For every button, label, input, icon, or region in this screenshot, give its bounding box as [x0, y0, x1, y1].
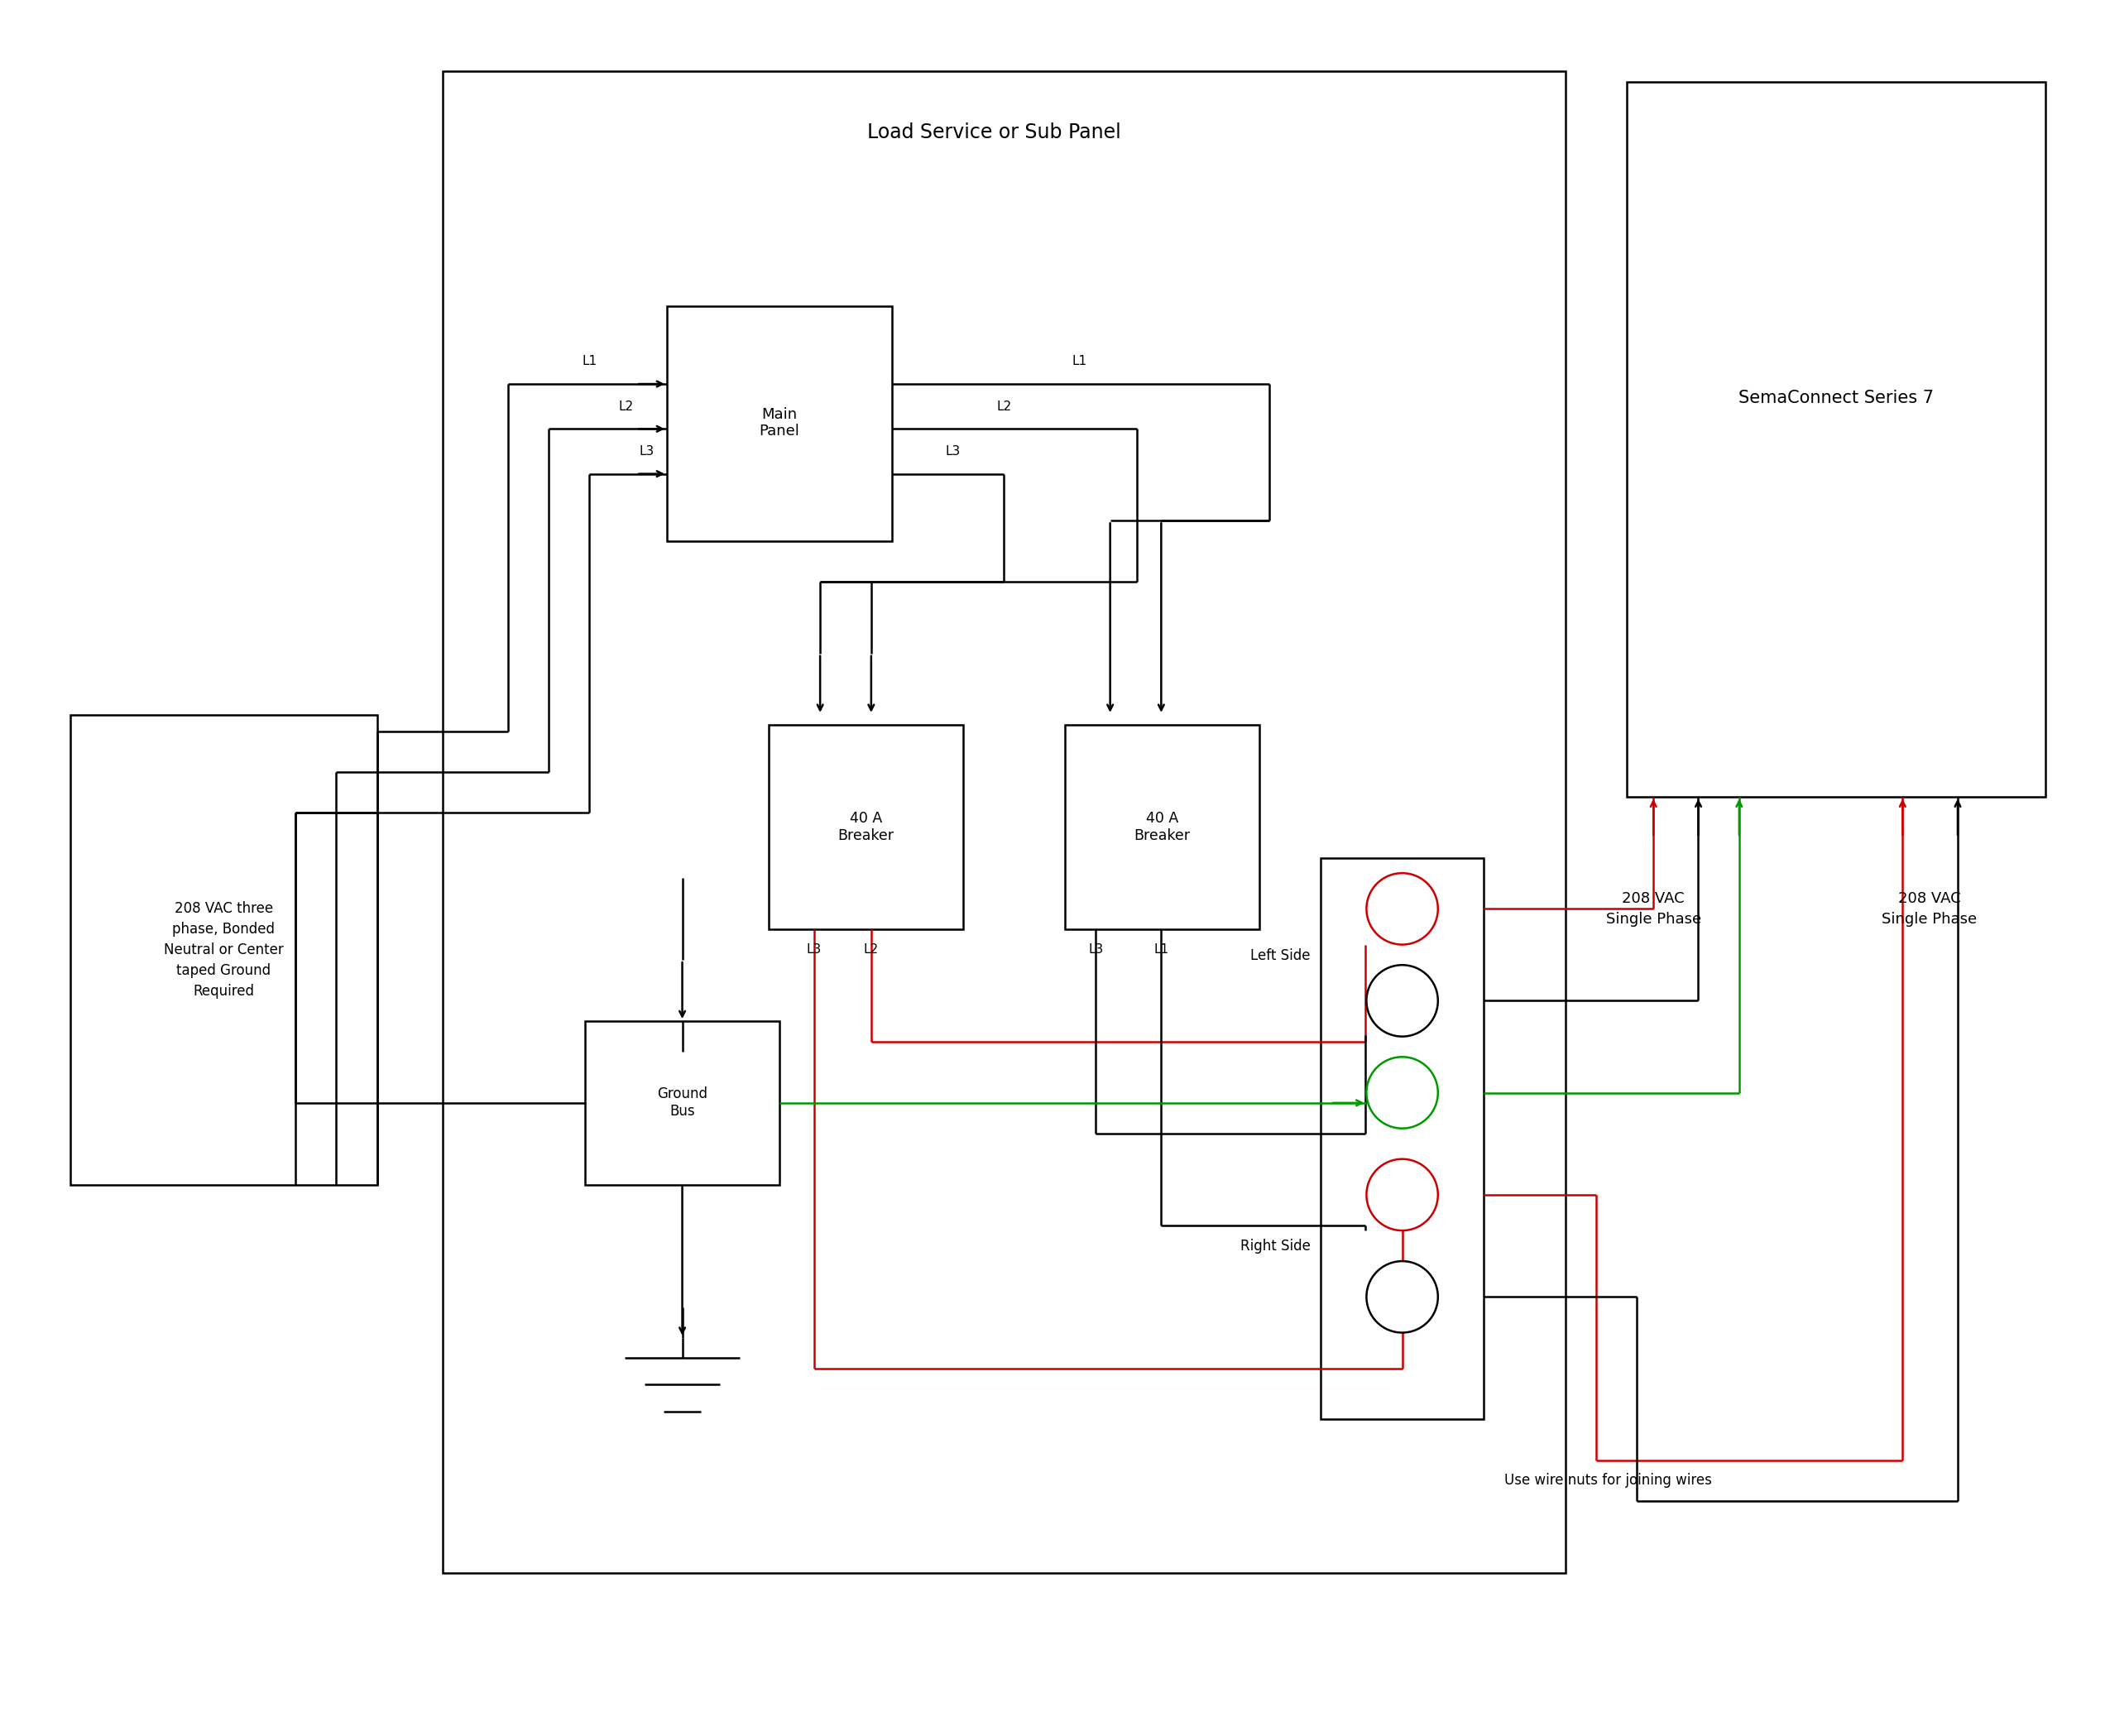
Text: L3: L3 — [639, 444, 654, 458]
Circle shape — [1367, 1160, 1437, 1231]
Text: L1: L1 — [1154, 944, 1169, 957]
Bar — [1627, 82, 2045, 797]
Text: 40 A
Breaker: 40 A Breaker — [838, 811, 895, 844]
Bar — [1321, 858, 1483, 1420]
Text: Use wire nuts for joining wires: Use wire nuts for joining wires — [1504, 1474, 1711, 1488]
Text: L3: L3 — [806, 944, 821, 957]
Circle shape — [1367, 873, 1437, 944]
Text: L2: L2 — [996, 399, 1011, 413]
Bar — [584, 1021, 779, 1184]
Text: L2: L2 — [863, 944, 878, 957]
Bar — [768, 726, 962, 929]
Text: L3: L3 — [945, 444, 960, 458]
Bar — [443, 71, 1566, 1573]
Text: SemaConnect Series 7: SemaConnect Series 7 — [1739, 391, 1935, 406]
Text: 208 VAC
Single Phase: 208 VAC Single Phase — [1606, 891, 1701, 927]
Text: L1: L1 — [1072, 356, 1087, 368]
Circle shape — [1367, 1260, 1437, 1333]
Text: 208 VAC
Single Phase: 208 VAC Single Phase — [1882, 891, 1977, 927]
Text: Right Side: Right Side — [1241, 1238, 1310, 1253]
Text: 40 A
Breaker: 40 A Breaker — [1133, 811, 1190, 844]
Text: Ground
Bus: Ground Bus — [656, 1087, 707, 1120]
Circle shape — [1367, 965, 1437, 1036]
Circle shape — [1367, 1057, 1437, 1128]
Bar — [70, 715, 378, 1184]
Text: Main
Panel: Main Panel — [760, 406, 800, 439]
Bar — [667, 306, 893, 542]
Text: Left Side: Left Side — [1251, 948, 1310, 963]
Text: 208 VAC three
phase, Bonded
Neutral or Center
taped Ground
Required: 208 VAC three phase, Bonded Neutral or C… — [165, 901, 283, 998]
Bar — [1066, 726, 1260, 929]
Text: Load Service or Sub Panel: Load Service or Sub Panel — [867, 123, 1120, 142]
Text: L1: L1 — [582, 356, 597, 368]
Text: L2: L2 — [618, 399, 633, 413]
Text: L3: L3 — [1089, 944, 1104, 957]
